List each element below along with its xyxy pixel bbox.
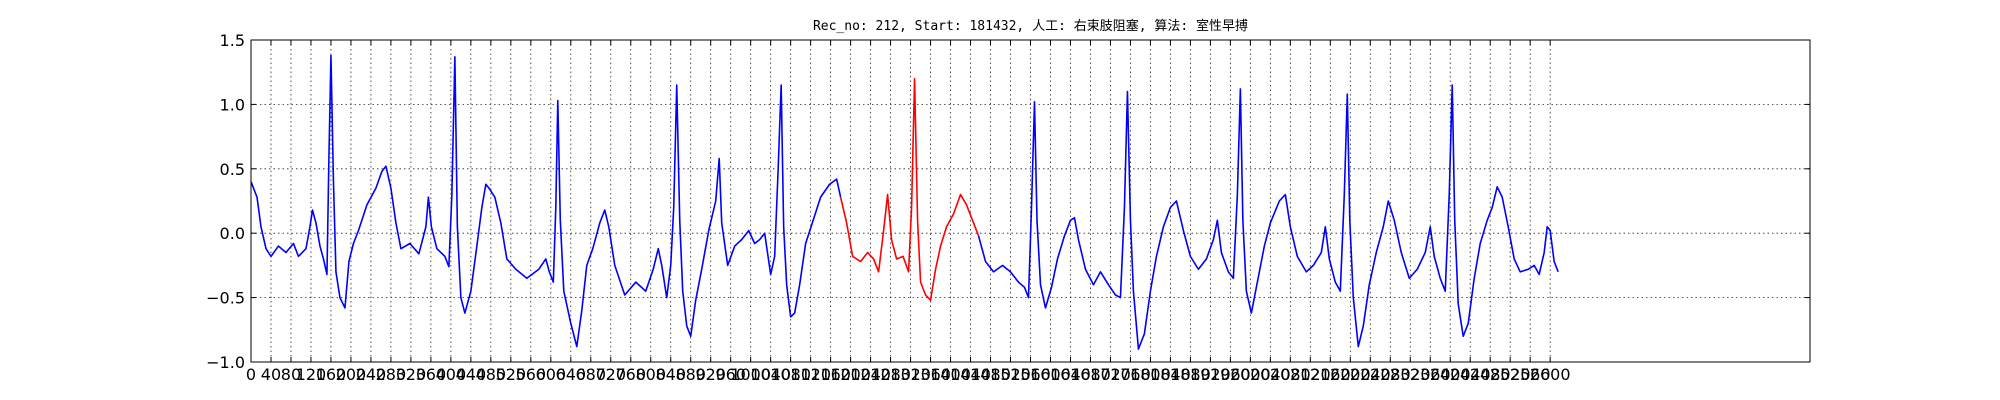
x-tick-label: 1320: [890, 365, 931, 384]
ecg-trace-segment-2: [839, 77, 980, 301]
x-tick-label: 240: [356, 365, 387, 384]
x-tick-label: 680: [576, 365, 607, 384]
x-tick-label: 2320: [1390, 365, 1431, 384]
x-tick-label: 280: [376, 365, 407, 384]
x-tick-label: 320: [396, 365, 427, 384]
ecg-trace-segment-3: [977, 84, 1559, 350]
x-tick-label: 600: [536, 365, 567, 384]
x-tick-label: 880: [675, 365, 706, 384]
y-axis-ticks: −1.0 −0.5 0.0 0.5 1.0 1.5: [206, 31, 1810, 372]
x-tick-label: 1720: [1090, 365, 1131, 384]
x-tick-label: 480: [476, 365, 507, 384]
x-tick-label: 1600: [1030, 365, 1071, 384]
grid-lines: [250, 39, 1810, 363]
x-tick-label: 2120: [1290, 365, 1331, 384]
x-tick-label: 2480: [1470, 365, 1511, 384]
x-tick-label: 720: [595, 365, 626, 384]
y-tick-label: 0.0: [220, 224, 245, 243]
x-tick-label: 80: [281, 365, 301, 384]
x-tick-label: 1000: [730, 365, 771, 384]
x-tick-label: 1960: [1210, 365, 1251, 384]
x-tick-label: 120: [296, 365, 327, 384]
x-tick-label: 400: [436, 365, 467, 384]
y-tick-label: 0.5: [220, 160, 245, 179]
x-tick-label: 1760: [1110, 365, 1151, 384]
x-tick-label: 1520: [990, 365, 1031, 384]
x-tick-label: 760: [615, 365, 646, 384]
x-tick-label: 1560: [1010, 365, 1051, 384]
x-tick-label: 1480: [970, 365, 1011, 384]
x-tick-label: 160: [316, 365, 347, 384]
x-tick-label: 200: [336, 365, 367, 384]
plot-frame: [250, 39, 1811, 363]
x-tick-label: 1120: [790, 365, 831, 384]
x-tick-label: 640: [556, 365, 587, 384]
x-tick-label: 1880: [1170, 365, 1211, 384]
y-tick-label: −0.5: [206, 289, 245, 308]
x-tick-label: 800: [635, 365, 666, 384]
x-tick-label: 1240: [850, 365, 891, 384]
x-tick-label: 2600: [1530, 365, 1571, 384]
x-tick-label: 1440: [950, 365, 991, 384]
x-tick-label: 840: [655, 365, 686, 384]
x-tick-label: 2520: [1490, 365, 1531, 384]
x-tick-label: 1400: [930, 365, 971, 384]
x-tick-label: 2000: [1230, 365, 1271, 384]
x-tick-label: 1160: [810, 365, 851, 384]
plot-lines: [250, 54, 1559, 350]
y-tick-label: −1.0: [206, 353, 245, 372]
x-tick-label: 2280: [1370, 365, 1411, 384]
x-tick-label: 1280: [870, 365, 911, 384]
x-tick-label: 360: [416, 365, 447, 384]
chart-title: Rec_no: 212, Start: 181432, 人工: 右束肢阻塞, 算…: [813, 18, 1248, 34]
ecg-trace-segment-1: [250, 54, 842, 348]
x-tick-label: 1080: [770, 365, 811, 384]
x-tick-label: 440: [456, 365, 487, 384]
x-tick-label: 2560: [1510, 365, 1551, 384]
x-tick-label: 1800: [1130, 365, 1171, 384]
x-axis-ticks: 0 40 8012016020024028032036040044048052056…: [246, 40, 1571, 384]
x-tick-label: 2360: [1410, 365, 1451, 384]
x-tick-label: 2200: [1330, 365, 1371, 384]
x-tick-label: 920: [695, 365, 726, 384]
y-tick-label: 1.5: [220, 31, 245, 50]
x-tick-label: 40: [261, 365, 281, 384]
x-tick-label: 1680: [1070, 365, 1111, 384]
x-tick-label: 0: [246, 365, 256, 384]
x-tick-label: 2080: [1270, 365, 1311, 384]
x-tick-label: 1920: [1190, 365, 1231, 384]
x-tick-label: 560: [516, 365, 547, 384]
x-tick-label: 2240: [1350, 365, 1391, 384]
x-tick-label: 1040: [750, 365, 791, 384]
x-tick-label: 1840: [1150, 365, 1191, 384]
x-tick-label: 1640: [1050, 365, 1091, 384]
x-tick-label: 1200: [830, 365, 871, 384]
x-tick-label: 2400: [1430, 365, 1471, 384]
x-tick-label: 2440: [1450, 365, 1491, 384]
x-tick-label: 960: [715, 365, 746, 384]
y-tick-label: 1.0: [220, 95, 245, 114]
x-tick-label: 2160: [1310, 365, 1351, 384]
x-tick-label: 1360: [910, 365, 951, 384]
x-tick-label: 2040: [1250, 365, 1291, 384]
x-tick-label: 520: [496, 365, 527, 384]
